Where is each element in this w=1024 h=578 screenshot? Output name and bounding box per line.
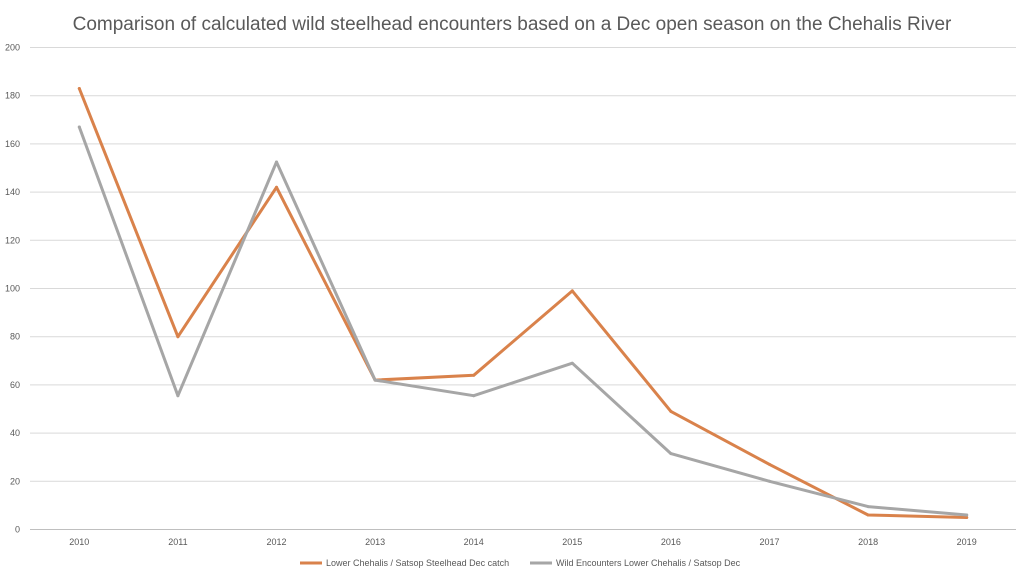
y-tick-label: 20 xyxy=(10,476,20,486)
chart-title: Comparison of calculated wild steelhead … xyxy=(73,14,952,35)
data-point xyxy=(472,394,476,398)
y-tick-label: 200 xyxy=(5,43,20,53)
data-point xyxy=(275,160,278,164)
data-point xyxy=(176,394,180,398)
x-tick-label: 2012 xyxy=(266,537,286,547)
data-point xyxy=(275,185,278,189)
x-axis-ticks: 2010 2011 2012 2013 2014 2015 2016 2017 2018 2019 xyxy=(69,537,976,547)
y-tick-label: 60 xyxy=(10,380,20,390)
y-tick-label: 40 xyxy=(10,428,20,438)
y-tick-label: 140 xyxy=(5,187,20,197)
legend-label: Wild Encounters Lower Chehalis / Satsop … xyxy=(556,558,741,568)
legend: Lower Chehalis / Satsop Steelhead Dec ca… xyxy=(300,558,741,568)
x-tick-label: 2014 xyxy=(464,537,484,547)
y-tick-label: 180 xyxy=(5,91,20,101)
data-point xyxy=(768,479,771,483)
x-tick-label: 2011 xyxy=(168,537,187,547)
data-point xyxy=(77,125,81,129)
series-line-2 xyxy=(77,125,969,517)
legend-label: Lower Chehalis / Satsop Steelhead Dec ca… xyxy=(326,558,509,568)
data-point xyxy=(373,378,377,382)
gridlines xyxy=(30,47,1016,530)
data-point xyxy=(866,513,870,517)
y-tick-label: 80 xyxy=(10,332,20,342)
data-point xyxy=(669,452,673,456)
x-tick-label: 2017 xyxy=(759,537,779,547)
data-point xyxy=(176,335,180,339)
y-tick-label: 100 xyxy=(5,284,20,294)
data-point xyxy=(965,513,969,517)
x-tick-label: 2015 xyxy=(562,537,582,547)
y-tick-label: 0 xyxy=(15,525,20,535)
data-point xyxy=(965,515,969,519)
x-tick-label: 2016 xyxy=(661,537,681,547)
data-point xyxy=(472,373,476,377)
y-axis-ticks: 0 20 40 60 80 100 120 140 160 180 200 xyxy=(5,43,20,535)
data-point xyxy=(669,409,673,413)
x-tick-label: 2013 xyxy=(365,537,385,547)
x-tick-label: 2018 xyxy=(858,537,878,547)
data-point xyxy=(570,361,574,365)
y-tick-label: 160 xyxy=(5,139,20,149)
data-point xyxy=(768,462,771,466)
data-point xyxy=(570,289,574,293)
x-tick-label: 2010 xyxy=(69,537,89,547)
y-tick-label: 120 xyxy=(5,235,20,245)
x-tick-label: 2019 xyxy=(957,537,977,547)
data-point xyxy=(77,86,81,90)
series-line-1 xyxy=(77,87,969,519)
data-point xyxy=(866,505,870,509)
series-lines xyxy=(77,86,969,519)
